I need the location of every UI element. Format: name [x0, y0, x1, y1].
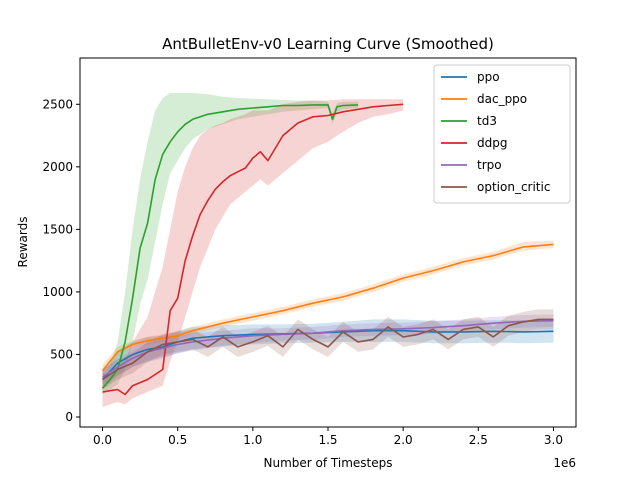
band-ddpg — [102, 99, 404, 408]
legend-label-trpo: trpo — [477, 158, 502, 172]
legend-box — [433, 64, 571, 204]
x-tick-label: 1.0 — [243, 433, 262, 447]
series-lines — [101, 103, 554, 396]
x-axis-label: Number of Timesteps — [264, 456, 393, 470]
legend: ppo dac_ppo td3 ddpg trpo option_critic — [433, 64, 571, 204]
legend-label-td3: td3 — [477, 114, 497, 128]
x-tick-label: 0.5 — [168, 433, 187, 447]
x-axis-scale-label: 1e6 — [553, 456, 576, 470]
y-axis-ticks: 0 500 1000 1500 2000 2500 — [42, 97, 80, 424]
x-tick-label: 2.0 — [394, 433, 413, 447]
line-ddpg — [102, 103, 404, 396]
x-tick-label: 0.0 — [93, 433, 112, 447]
chart-title: AntBulletEnv-v0 Learning Curve (Smoothed… — [162, 35, 494, 53]
x-tick-label: 3.0 — [544, 433, 563, 447]
x-tick-label: 1.5 — [318, 433, 337, 447]
y-tick-label: 500 — [50, 347, 73, 361]
band-dac-ppo — [102, 240, 554, 377]
legend-label-dac-ppo: dac_ppo — [477, 92, 527, 106]
x-axis-ticks: 0.0 0.5 1.0 1.5 2.0 2.5 3.0 — [93, 427, 563, 447]
legend-label-ddpg: ddpg — [477, 136, 507, 150]
y-tick-label: 0 — [65, 410, 73, 424]
band-option-critic — [102, 309, 554, 390]
line-dac-ppo — [101, 243, 554, 372]
line-td3 — [101, 104, 359, 389]
legend-label-option-critic: option_critic — [477, 180, 550, 194]
y-axis-label: Rewards — [16, 217, 30, 268]
band-td3 — [102, 93, 359, 395]
line-option-critic — [102, 318, 554, 381]
y-tick-label: 2500 — [42, 97, 73, 111]
x-tick-label: 2.5 — [469, 433, 488, 447]
y-tick-label: 1500 — [42, 222, 73, 236]
y-tick-label: 1000 — [42, 285, 73, 299]
legend-label-ppo: ppo — [477, 70, 500, 84]
y-tick-label: 2000 — [42, 160, 73, 174]
